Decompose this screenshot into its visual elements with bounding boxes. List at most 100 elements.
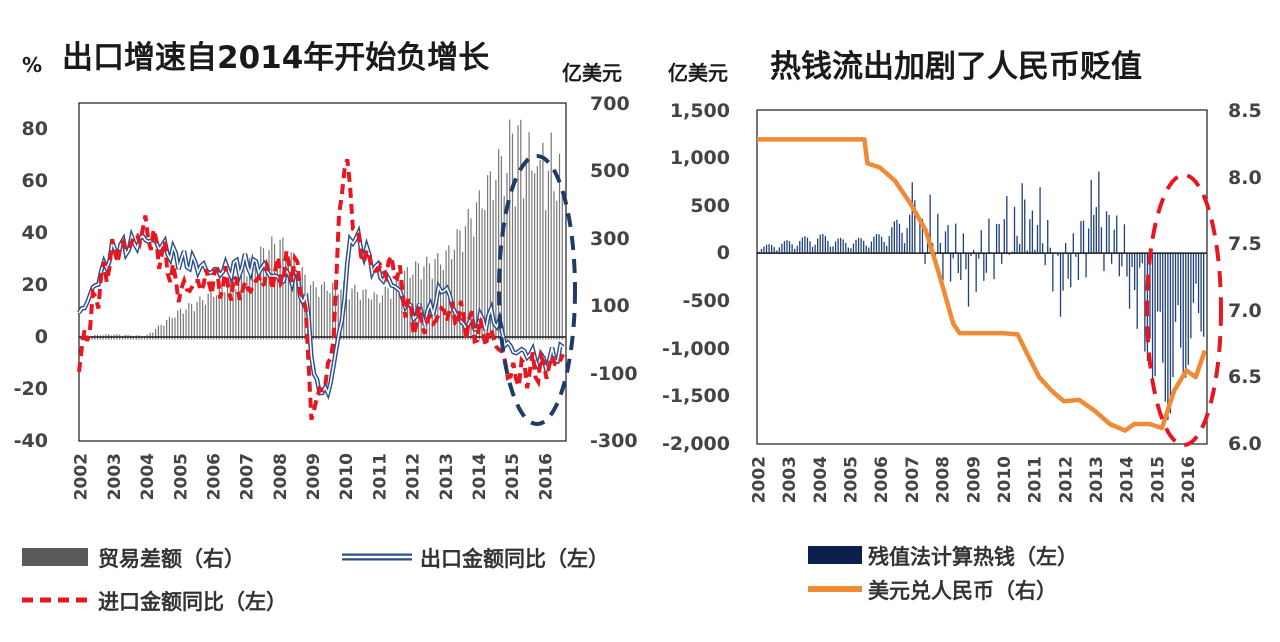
trade-balance-bar bbox=[193, 311, 195, 340]
hot-money-bar bbox=[1162, 253, 1164, 363]
trade-balance-bar bbox=[254, 267, 256, 340]
hot-money-bar bbox=[1192, 253, 1195, 303]
hot-money-bar bbox=[880, 236, 883, 254]
hot-money-bar bbox=[1031, 210, 1034, 254]
hot-money-bar bbox=[1021, 183, 1023, 254]
trade-balance-bar bbox=[531, 170, 533, 340]
right-rtick-7-0: 7.0 bbox=[1228, 300, 1262, 322]
left-xtick-2007: 2007 bbox=[238, 453, 258, 500]
hot-money-bar bbox=[1197, 253, 1200, 314]
hot-money-bar bbox=[1026, 250, 1028, 254]
trade-balance-bar bbox=[384, 286, 386, 340]
hot-money-bar bbox=[891, 227, 893, 254]
trade-balance-bar bbox=[174, 317, 176, 340]
trade-balance-bar bbox=[528, 132, 530, 340]
trade-balance-bar bbox=[229, 272, 231, 340]
trade-balance-bar bbox=[390, 298, 392, 340]
left-xtick-2012: 2012 bbox=[404, 453, 424, 500]
trade-balance-bar bbox=[196, 301, 198, 340]
trade-balance-bar bbox=[298, 274, 301, 340]
legend-item-export-yoy: 出口金额同比（左） bbox=[342, 547, 609, 571]
trade-balance-bar bbox=[273, 243, 276, 340]
hot-money-bar bbox=[1116, 215, 1118, 254]
hot-money-bar bbox=[970, 253, 972, 257]
hot-money-bar bbox=[919, 221, 921, 254]
trade-balance-bar bbox=[379, 303, 381, 340]
left-xtick-2014: 2014 bbox=[470, 453, 490, 500]
right-legend: 残值法计算热钱（左） 美元兑人民币（右） bbox=[808, 545, 1078, 603]
hot-money-bar bbox=[1118, 253, 1120, 277]
left-xtick-2003: 2003 bbox=[105, 453, 125, 500]
right-xtick-2008: 2008 bbox=[934, 456, 954, 503]
hot-money-bar bbox=[1082, 220, 1085, 254]
trade-balance-bar bbox=[486, 175, 489, 340]
hot-money-bar bbox=[786, 240, 788, 254]
hot-money-bar bbox=[801, 237, 803, 254]
hot-money-bar bbox=[1167, 253, 1169, 420]
right-xtick-2003: 2003 bbox=[780, 456, 800, 503]
hot-money-bar bbox=[998, 223, 1000, 254]
hot-money-bar bbox=[1131, 253, 1133, 268]
hot-money-bar bbox=[1052, 253, 1054, 292]
hot-money-bar bbox=[1182, 253, 1184, 373]
trade-balance-bar bbox=[160, 324, 162, 340]
trade-balance-bar bbox=[163, 326, 165, 340]
hot-money-bar bbox=[965, 253, 967, 270]
hot-money-bar bbox=[1064, 243, 1067, 254]
hot-money-bar bbox=[788, 241, 791, 254]
right-xtick-2014: 2014 bbox=[1118, 456, 1138, 503]
hot-money-bar bbox=[760, 249, 763, 254]
hot-money-bar bbox=[944, 231, 947, 254]
trade-balance-bar bbox=[553, 191, 555, 340]
hot-money-bar bbox=[888, 236, 890, 254]
legend-swatch-hot-money bbox=[808, 546, 862, 564]
hot-money-bar bbox=[781, 243, 783, 254]
right-rtick-8-5: 8.5 bbox=[1228, 100, 1262, 122]
hot-money-bar bbox=[763, 246, 765, 254]
left-xtick-2004: 2004 bbox=[138, 453, 158, 500]
hot-money-bar bbox=[1041, 243, 1044, 254]
trade-balance-bar bbox=[232, 275, 234, 340]
trade-balance-bar bbox=[456, 229, 458, 340]
trade-balance-bar bbox=[558, 153, 561, 340]
trade-balance-bar bbox=[539, 160, 541, 340]
right-highlight-ellipse bbox=[1145, 173, 1223, 447]
hot-money-bar bbox=[901, 232, 903, 254]
hot-money-bar bbox=[791, 244, 793, 254]
left-chart-right-unit: 亿美元 bbox=[562, 61, 622, 85]
right-xtick-2009: 2009 bbox=[964, 456, 984, 503]
trade-balance-bar bbox=[185, 309, 187, 340]
left-rtick-300: 300 bbox=[590, 228, 630, 250]
trade-balance-bar bbox=[207, 293, 209, 340]
trade-balance-bar bbox=[213, 296, 215, 340]
trade-balance-bar bbox=[511, 133, 514, 340]
hot-money-bar bbox=[1187, 253, 1189, 365]
trade-balance-bar bbox=[282, 237, 284, 340]
hot-money-bar bbox=[993, 253, 995, 280]
hot-money-bar bbox=[878, 234, 880, 254]
left-rtick-neg300: -300 bbox=[590, 430, 638, 452]
left-rtick-100: 100 bbox=[590, 295, 630, 317]
hot-money-bar bbox=[842, 239, 844, 254]
hot-money-bar bbox=[896, 219, 898, 254]
left-ytick-40: 40 bbox=[22, 222, 48, 244]
left-xtick-2009: 2009 bbox=[304, 453, 324, 500]
trade-balance-bar bbox=[285, 255, 287, 340]
import-yoy-line bbox=[77, 158, 565, 421]
hot-money-bar bbox=[1108, 214, 1110, 254]
trade-balance-bar bbox=[271, 236, 273, 340]
right-ytick-neg2000: -2,000 bbox=[662, 433, 730, 455]
trade-balance-bar bbox=[152, 332, 154, 340]
hot-money-bar bbox=[1034, 249, 1036, 254]
trade-balance-bar bbox=[80, 336, 82, 340]
right-xtick-2007: 2007 bbox=[903, 456, 923, 503]
trade-balance-bar bbox=[238, 270, 240, 340]
trade-balance-bar bbox=[226, 283, 229, 340]
right-xtick-2013: 2013 bbox=[1087, 456, 1107, 503]
left-export-yoy-line bbox=[77, 225, 565, 401]
hot-money-bar bbox=[870, 241, 873, 254]
hot-money-bar bbox=[1110, 253, 1113, 264]
left-xtick-2011: 2011 bbox=[370, 453, 390, 500]
hot-money-bar bbox=[1059, 253, 1062, 317]
hot-money-bar bbox=[949, 253, 952, 282]
